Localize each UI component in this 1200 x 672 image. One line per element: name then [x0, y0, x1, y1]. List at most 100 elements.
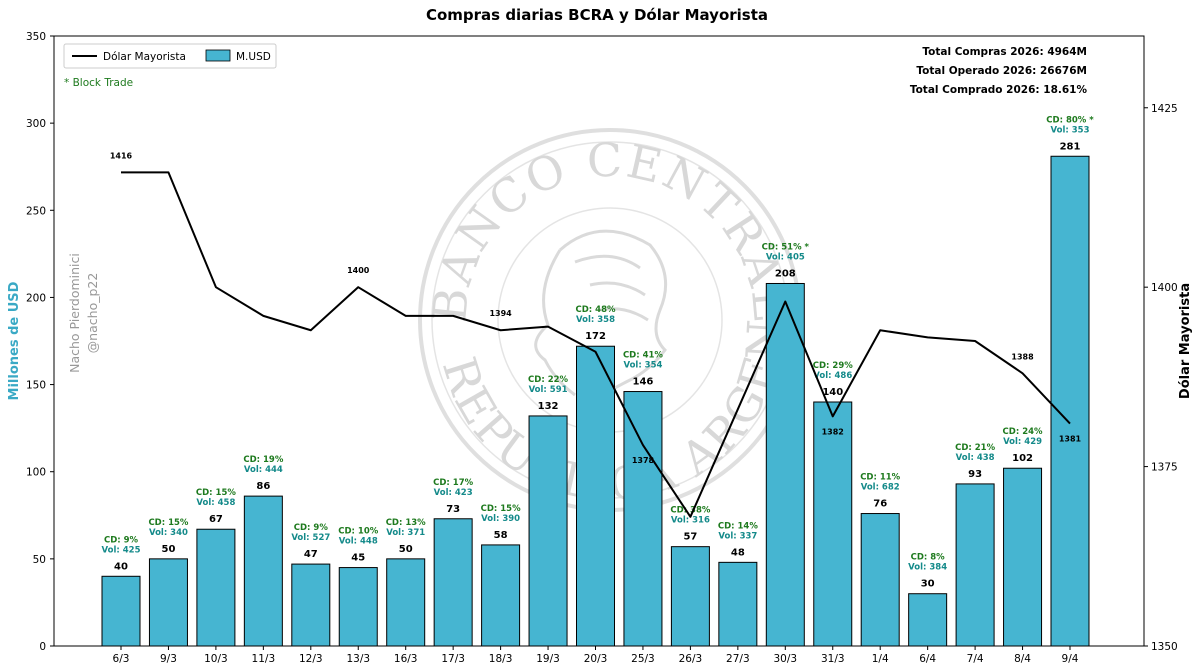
right-axis-label: Dólar Mayorista — [1178, 283, 1193, 399]
cd-label: CD: 17% — [433, 478, 473, 488]
x-tick-label: 31/3 — [821, 653, 845, 665]
line-value-label: 1382 — [822, 427, 844, 436]
bar — [955, 483, 995, 647]
bar — [291, 563, 331, 647]
vol-label: Vol: 591 — [529, 385, 568, 395]
cd-label: CD: 13% — [386, 518, 426, 528]
legend-bar-swatch — [205, 49, 231, 62]
vol-label: Vol: 384 — [908, 563, 947, 573]
x-tick-label: 19/3 — [536, 653, 560, 665]
cd-label: CD: 11% — [860, 473, 900, 483]
bar-value-label: 281 — [1060, 141, 1081, 152]
vol-label: Vol: 358 — [576, 315, 615, 325]
vol-label: Vol: 444 — [244, 465, 283, 475]
bar-value-label: 58 — [494, 530, 508, 541]
bar — [528, 415, 568, 647]
author-handle: @nacho_p22 — [85, 273, 100, 354]
vol-label: Vol: 316 — [671, 516, 710, 526]
x-tick-label: 12/3 — [299, 653, 323, 665]
bar-value-label: 50 — [161, 544, 175, 555]
vol-label: Vol: 423 — [434, 488, 473, 498]
bar — [338, 567, 378, 647]
chart-title: Compras diarias BCRA y Dólar Mayorista — [426, 6, 768, 24]
total-operado: Total Operado 2026: 26676M — [916, 65, 1087, 77]
bar — [765, 282, 805, 647]
cd-label: CD: 24% — [1003, 427, 1043, 437]
bar — [433, 518, 473, 647]
bar — [718, 561, 758, 647]
vol-label: Vol: 429 — [1003, 437, 1042, 447]
left-tick-label: 150 — [26, 380, 46, 392]
x-tick-label: 11/3 — [252, 653, 276, 665]
vol-label: Vol: 353 — [1051, 125, 1090, 135]
cd-label: CD: 22% — [528, 375, 568, 385]
vol-label: Vol: 486 — [813, 371, 852, 381]
bar — [196, 528, 236, 647]
x-tick-label: 9/4 — [1062, 653, 1079, 665]
bar — [860, 513, 900, 647]
vol-label: Vol: 425 — [102, 545, 141, 555]
left-axis-label: Millones de USD — [7, 281, 22, 400]
cd-label: CD: 48% — [576, 305, 616, 315]
vol-label: Vol: 448 — [339, 537, 378, 547]
vol-label: Vol: 527 — [291, 533, 330, 543]
bar-value-label: 93 — [968, 469, 982, 480]
block-trade-note: * Block Trade — [64, 77, 133, 89]
line-value-label: 1400 — [347, 266, 370, 275]
x-tick-label: 7/4 — [967, 653, 984, 665]
bar-value-label: 48 — [731, 547, 745, 558]
line-value-label: 1416 — [110, 151, 133, 160]
left-tick-label: 100 — [26, 467, 46, 479]
x-tick-label: 26/3 — [679, 653, 703, 665]
total-comprado: Total Comprado 2026: 18.61% — [910, 84, 1088, 96]
bar-value-label: 102 — [1012, 453, 1033, 464]
bar-value-label: 172 — [585, 331, 606, 342]
right-tick-label: 1350 — [1151, 641, 1178, 653]
line-series: 1416 1400 1394 1378 1382 1388 1381 — [110, 151, 1082, 518]
cd-label: CD: 15% — [196, 488, 236, 498]
vol-label: Vol: 354 — [623, 361, 662, 371]
x-tick-label: 6/4 — [919, 653, 936, 665]
bar-value-label: 47 — [304, 549, 318, 560]
bar-value-label: 67 — [209, 514, 223, 525]
x-tick-label: 17/3 — [441, 653, 465, 665]
cd-label: CD: 21% — [955, 443, 995, 453]
bar — [908, 593, 948, 647]
bar — [1050, 155, 1090, 647]
cd-label: CD: 80% * — [1046, 115, 1094, 125]
bar — [148, 558, 188, 647]
author-name: Nacho Pierdominici — [67, 253, 82, 373]
x-axis: 6/3 9/3 10/3 11/3 12/3 13/3 16/3 17/3 18/3 19/3 20… — [113, 646, 1079, 665]
vol-label: Vol: 371 — [386, 528, 425, 538]
x-tick-label: 8/4 — [1014, 653, 1031, 665]
cd-label: CD: 38% — [670, 506, 710, 516]
left-tick-label: 0 — [39, 641, 46, 653]
bar-value-label: 76 — [873, 499, 887, 510]
bar — [623, 391, 663, 647]
vol-label: Vol: 682 — [861, 483, 900, 493]
legend-label-bar: M.USD — [236, 51, 271, 63]
cd-label: CD: 15% — [148, 518, 188, 528]
bar-value-label: 45 — [351, 553, 365, 564]
line-value-label: 1378 — [632, 456, 655, 465]
bar-value-label: 208 — [775, 268, 796, 279]
vol-label: Vol: 390 — [481, 514, 520, 524]
bar-value-label: 30 — [921, 579, 935, 590]
x-tick-label: 27/3 — [726, 653, 750, 665]
right-tick-label: 1400 — [1151, 282, 1178, 294]
bar-value-label: 86 — [256, 481, 270, 492]
total-compras: Total Compras 2026: 4964M — [922, 46, 1087, 58]
cd-label: CD: 8% — [911, 553, 946, 563]
bar — [243, 495, 283, 647]
cd-label: CD: 51% * — [762, 242, 810, 252]
bar-series — [101, 155, 1090, 647]
cd-label: CD: 41% — [623, 351, 663, 361]
vol-label: Vol: 337 — [718, 531, 757, 541]
bar — [813, 401, 853, 647]
cd-label: CD: 29% — [813, 361, 853, 371]
legend: Dólar Mayorista M.USD — [63, 43, 277, 69]
vol-label: Vol: 340 — [149, 528, 188, 538]
bar — [576, 345, 615, 647]
